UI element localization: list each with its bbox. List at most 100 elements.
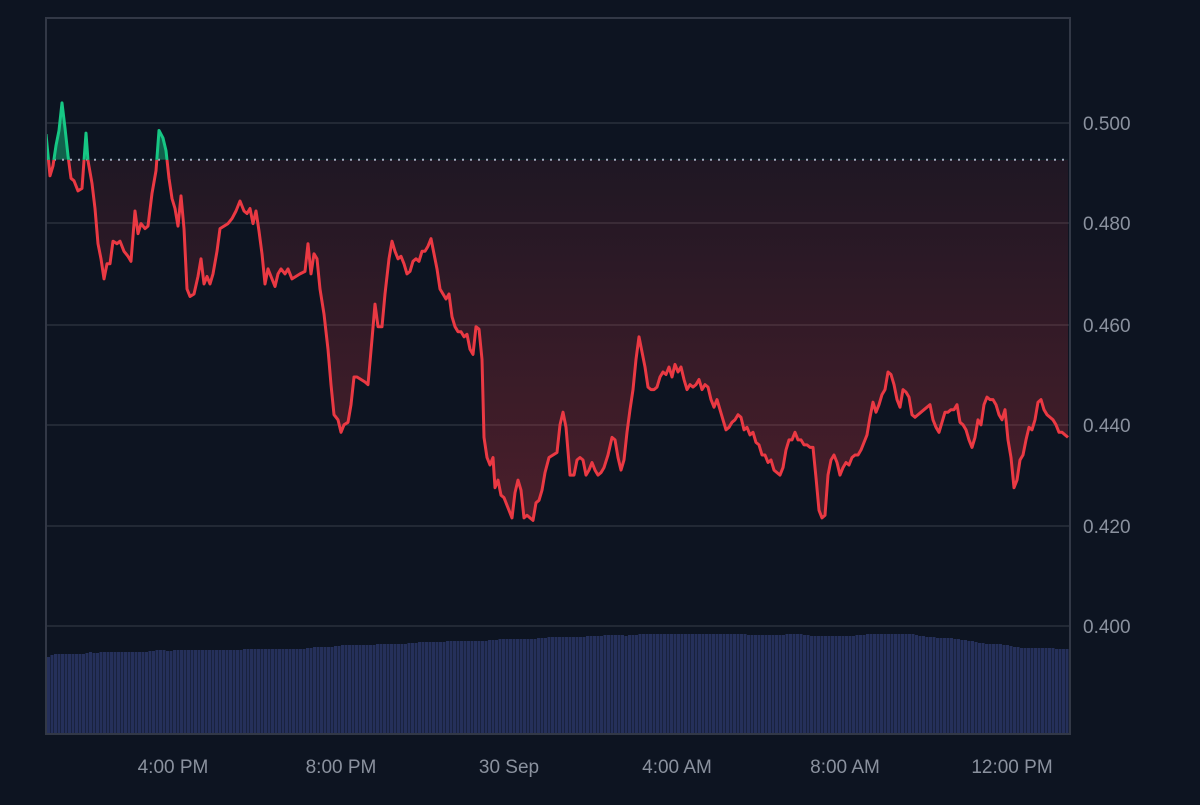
volume-bar (628, 635, 631, 734)
volume-bar (99, 652, 103, 734)
volume-bar (495, 640, 498, 734)
volume-bar (397, 644, 400, 734)
volume-bar (866, 634, 869, 734)
volume-bar (810, 636, 813, 734)
volume-bar (173, 650, 176, 734)
volume-bar (635, 635, 638, 734)
volume-bar (845, 636, 848, 734)
volume-bar (449, 641, 453, 734)
volume-bar (638, 634, 642, 734)
volume-bar (414, 643, 418, 734)
volume-bar (526, 639, 530, 734)
volume-bar (358, 645, 362, 734)
volume-bar (180, 650, 183, 734)
volume-bar (68, 654, 71, 734)
volume-bar (134, 652, 138, 734)
volume-bar (782, 635, 785, 734)
volume-bar (159, 650, 162, 734)
volume-bar (901, 634, 904, 734)
volume-bar (607, 635, 610, 734)
volume-bar (967, 641, 971, 734)
volume-bar (362, 645, 365, 734)
volume-bar (554, 637, 558, 734)
volume-bar (999, 644, 1002, 734)
x-tick-label: 8:00 AM (810, 757, 880, 778)
volume-bar (988, 644, 992, 734)
volume-bar (852, 636, 855, 734)
volume-bar (379, 644, 383, 734)
plot-border (45, 17, 1071, 735)
volume-bar (876, 634, 880, 734)
volume-bar (78, 654, 82, 734)
volume-bar (117, 652, 120, 734)
volume-bar (488, 640, 491, 734)
volume-bar (96, 653, 99, 734)
volume-bar (183, 650, 187, 734)
volume-bar (71, 654, 75, 734)
volume-bar (313, 647, 316, 734)
volume-bar (778, 635, 782, 734)
volume-bar (376, 644, 379, 734)
volume-bar (418, 642, 421, 734)
volume-bar (439, 642, 442, 734)
volume-bar (1009, 646, 1013, 734)
volume-bar (540, 638, 544, 734)
volume-bar (596, 636, 600, 734)
volume-bar (1058, 649, 1062, 734)
volume-bar (803, 635, 806, 734)
volume-bar (981, 643, 985, 734)
volume-bar (285, 649, 288, 734)
volume-bar (477, 641, 481, 734)
volume-bar (925, 637, 929, 734)
volume-bar (936, 638, 939, 734)
y-tick-label: 0.460 (1083, 316, 1131, 337)
volume-bar (491, 640, 495, 734)
volume-bar (176, 650, 180, 734)
volume-bar (946, 638, 950, 734)
volume-bar (341, 645, 344, 734)
volume-bar (250, 649, 253, 734)
x-tick-label: 30 Sep (479, 757, 539, 778)
x-tick-label: 8:00 PM (306, 757, 377, 778)
volume-bar (838, 636, 841, 734)
volume-bar (1002, 645, 1006, 734)
volume-bar (978, 643, 981, 734)
volume-bar (736, 634, 740, 734)
chart-frame (45, 17, 1071, 735)
volume-bar (264, 649, 267, 734)
volume-bar (484, 641, 488, 734)
volume-bar (694, 634, 698, 734)
volume-bar (435, 642, 439, 734)
volume-bar (964, 640, 967, 734)
volume-bar (390, 644, 393, 734)
volume-bar (330, 647, 334, 734)
volume-bar (113, 652, 117, 734)
volume-bar (684, 634, 687, 734)
volume-bar (85, 653, 89, 734)
volume-bar (1041, 648, 1044, 734)
volume-bar (456, 641, 460, 734)
volume-bar (537, 638, 540, 734)
y-tick-label: 0.500 (1083, 114, 1131, 135)
volume-bar (246, 649, 250, 734)
volume-bar (509, 639, 512, 734)
volume-bar (806, 635, 810, 734)
volume-bar (320, 647, 323, 734)
volume-bar (481, 641, 484, 734)
volume-bar (572, 637, 575, 734)
volume-bar (680, 634, 684, 734)
volume-bar (600, 636, 603, 734)
volume-bar (1055, 649, 1058, 734)
volume-bar (666, 634, 670, 734)
volume-bar (992, 644, 995, 734)
volume-bar (162, 650, 166, 734)
x-tick-label: 4:00 PM (138, 757, 209, 778)
volume-bar (708, 634, 712, 734)
volume-bar (337, 646, 341, 734)
volume-bar (740, 634, 743, 734)
volume-bar (463, 641, 467, 734)
volume-bar (985, 644, 988, 734)
volume-bar (817, 636, 820, 734)
